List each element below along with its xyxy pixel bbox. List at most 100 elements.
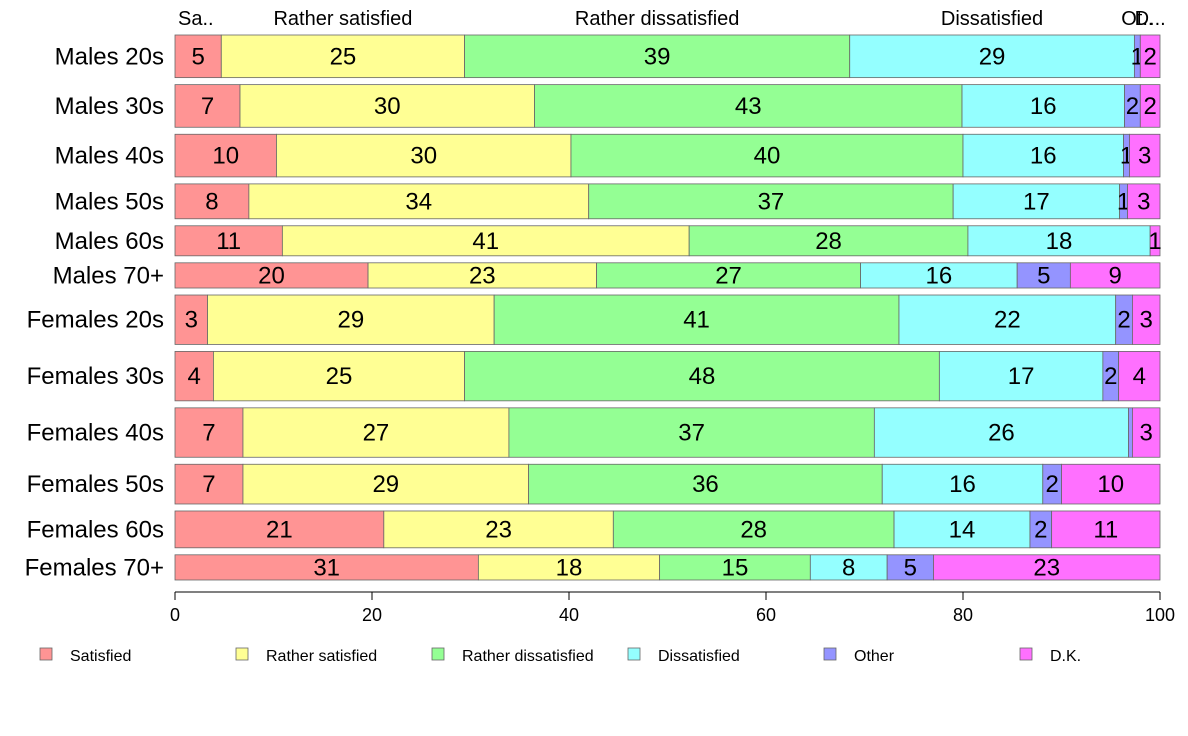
category-label: Males 70+ — [53, 262, 164, 289]
top-series-label: Ot.. — [1121, 8, 1153, 30]
bar-value-label: 37 — [678, 420, 705, 447]
bar-value-label: 25 — [326, 363, 353, 390]
top-series-label: Dissatisfied — [941, 8, 1043, 30]
x-axis: 0 20 40 60 80 100 — [170, 591, 1175, 625]
bar-value-label: 30 — [374, 93, 401, 120]
legend-label: Dissatisfied — [658, 648, 740, 665]
category-label: Females 20s — [27, 307, 164, 334]
bar-segment — [248, 183, 590, 220]
bar-segment — [570, 133, 964, 178]
legend-swatch — [1019, 647, 1033, 661]
bar-segment — [534, 84, 963, 128]
bar-value-label: 10 — [212, 143, 239, 170]
bar-value-label: 15 — [722, 554, 749, 581]
bar-value-label: 16 — [949, 471, 976, 498]
bar-segment — [493, 294, 900, 345]
bar-value-label: 18 — [556, 554, 583, 581]
bar-segment — [383, 510, 614, 549]
bar-segment — [898, 294, 1117, 345]
bar-segment — [174, 262, 369, 289]
bar-segment — [174, 225, 283, 257]
bar-value-label: 3 — [1140, 307, 1153, 334]
bar-segment — [174, 133, 277, 178]
bar-value-label: 17 — [1023, 188, 1050, 215]
bar-value-label: 28 — [815, 228, 842, 255]
bar-value-label: 8 — [842, 554, 855, 581]
bar-segment — [239, 84, 535, 128]
bar-segment — [1069, 262, 1161, 289]
bar-segment — [860, 262, 1018, 289]
bar-value-label: 23 — [469, 262, 496, 289]
bar-segment — [962, 133, 1124, 178]
bar-segment — [174, 351, 214, 402]
bar-value-label: 17 — [1008, 363, 1035, 390]
bar-segment — [477, 554, 661, 581]
bar-value-label: 3 — [185, 307, 198, 334]
bar-segment — [220, 34, 465, 79]
x-tick-label: 80 — [953, 605, 973, 625]
bar-row: 10 30 40 16 1 3 — [174, 133, 1161, 178]
bar-segment — [1132, 407, 1161, 458]
bar-value-label: 23 — [485, 516, 512, 543]
bar-row: 21 23 28 14 2 11 — [174, 510, 1161, 549]
category-label: Females 60s — [27, 516, 164, 543]
category-label: Males 60s — [55, 228, 164, 255]
bar-value-label: 16 — [1030, 93, 1057, 120]
bar-value-label: 29 — [337, 307, 364, 334]
bar-row: 31 18 15 8 5 23 — [174, 554, 1161, 581]
bar-value-label: 26 — [988, 420, 1015, 447]
category-label: Females 30s — [27, 363, 164, 390]
bar-value-label: 3 — [1138, 143, 1151, 170]
bar-value-label: 2 — [1034, 516, 1047, 543]
bar-segment — [967, 225, 1151, 257]
bar-value-label: 11 — [1093, 516, 1118, 543]
category-labels: Males 20s Males 30s Males 40s Males 50s Male… — [25, 43, 164, 581]
bar-value-label: 20 — [258, 262, 285, 289]
bar-segment — [174, 183, 250, 220]
category-label: Males 40s — [55, 143, 164, 170]
bar-value-label: 4 — [1133, 363, 1146, 390]
top-series-label: D... — [1135, 8, 1166, 30]
bar-value-label: 14 — [949, 516, 976, 543]
bar-value-label: 48 — [689, 363, 716, 390]
bar-segment — [1128, 407, 1133, 458]
bar-value-label: 34 — [405, 188, 432, 215]
bar-segment — [174, 407, 244, 458]
bar-value-label: 28 — [740, 516, 767, 543]
bar-value-label: 36 — [692, 471, 719, 498]
bar-segment — [1129, 133, 1161, 178]
bar-value-label: 5 — [904, 554, 917, 581]
bar-segment — [952, 183, 1121, 220]
bar-value-label: 16 — [1030, 143, 1057, 170]
x-tick-label: 60 — [756, 605, 776, 625]
bar-value-label: 7 — [202, 471, 215, 498]
bars-group: 5 25 39 29 1 27 30 43 16 2 210 30 40 16 1 38 34 37 17 1 311 4… — [174, 34, 1162, 581]
bar-row: 7 27 37 26 3 — [174, 407, 1161, 458]
bar-value-label: 43 — [735, 93, 762, 120]
bar-value-label: 2 — [1143, 93, 1156, 120]
bar-value-label: 2 — [1045, 471, 1058, 498]
bar-row: 4 25 48 17 2 4 — [174, 351, 1161, 402]
legend-swatch — [431, 647, 445, 661]
top-series-label: Rather satisfied — [273, 8, 412, 30]
bar-segment — [1132, 294, 1161, 345]
legend-item: Rather satisfied — [235, 647, 377, 665]
legend-item: Rather dissatisfied — [431, 647, 594, 665]
legend-label: Rather dissatisfied — [462, 648, 594, 665]
legend-item: Other — [823, 647, 895, 665]
bar-value-label: 31 — [313, 554, 340, 581]
bar-value-label: 23 — [1033, 554, 1060, 581]
bar-segment — [242, 463, 530, 505]
category-label: Females 70+ — [25, 554, 164, 581]
bar-segment — [174, 510, 385, 549]
legend-label: Rather satisfied — [266, 648, 377, 665]
bar-segment — [1149, 225, 1161, 257]
bar-value-label: 30 — [410, 143, 437, 170]
legend-label: Satisfied — [70, 648, 131, 665]
bar-segment — [596, 262, 861, 289]
bar-value-label: 25 — [330, 43, 357, 70]
legend-label: Other — [854, 648, 895, 665]
category-label: Males 30s — [55, 93, 164, 120]
bar-value-label: 2 — [1104, 363, 1117, 390]
